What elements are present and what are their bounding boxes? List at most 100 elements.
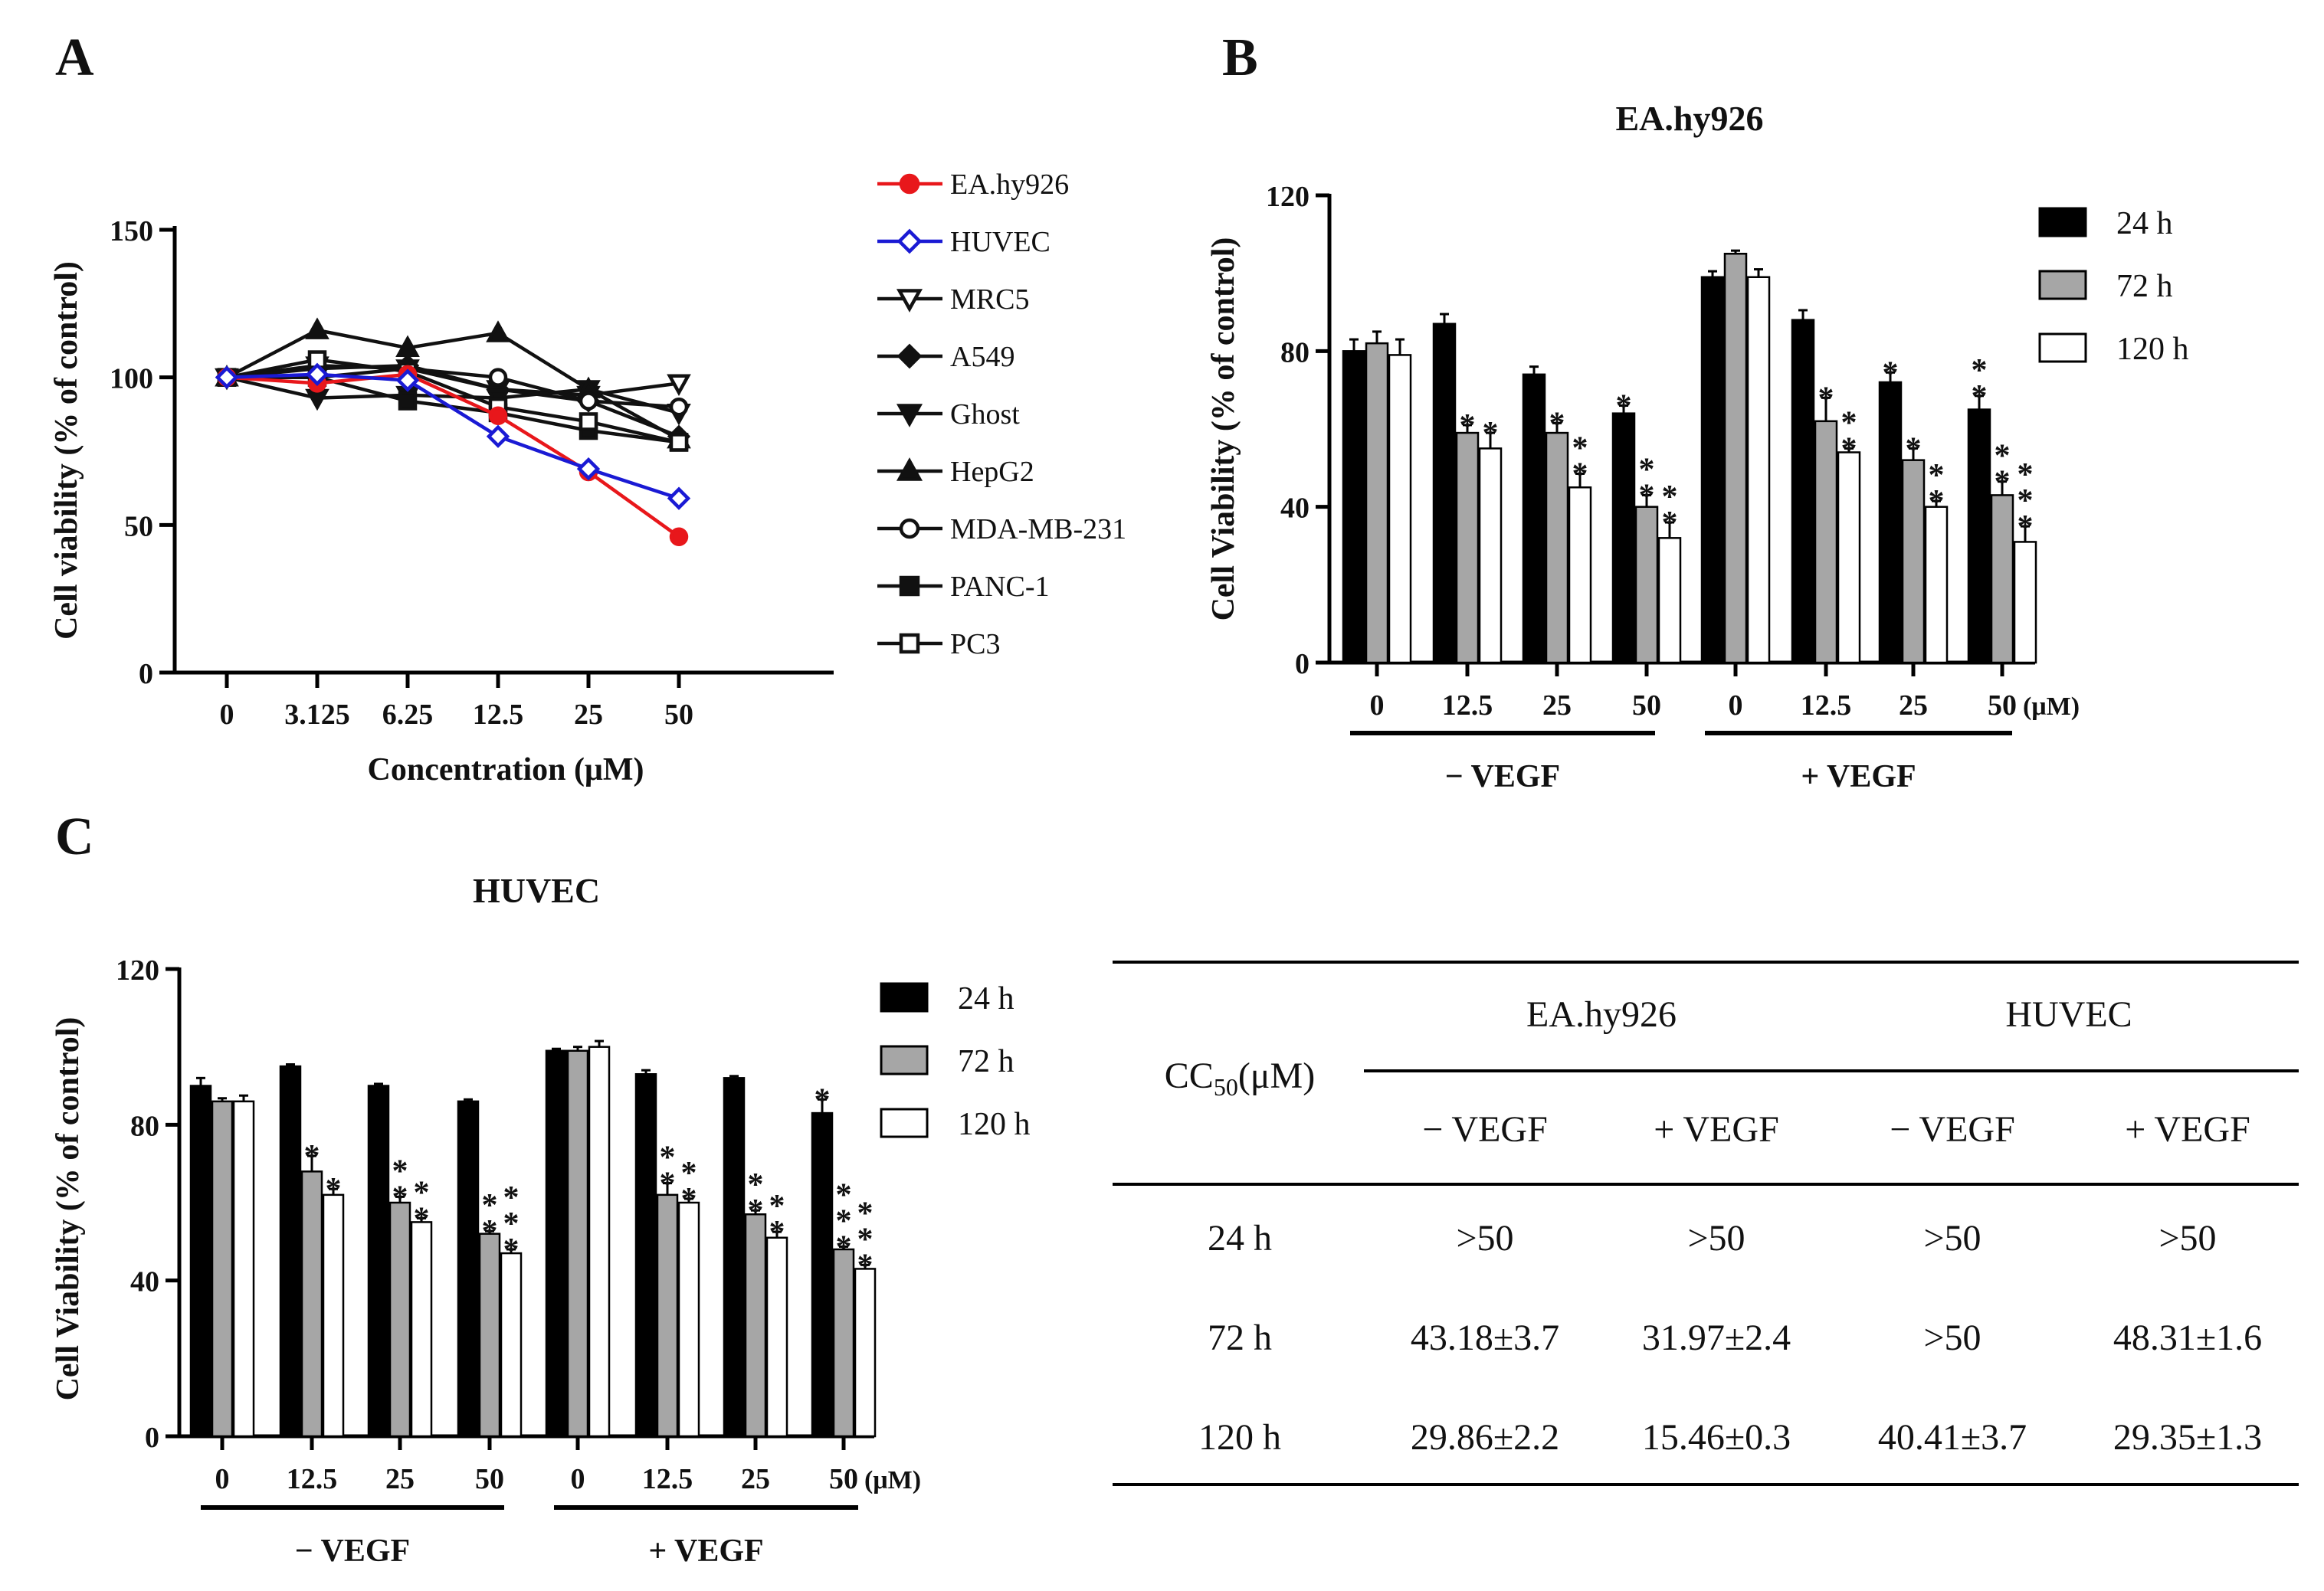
legend-marker (896, 343, 923, 369)
series-pc3 (217, 350, 689, 452)
x-tick-label: 0 (1370, 689, 1385, 722)
legend-marker (896, 404, 923, 427)
significance-stars: * (1616, 389, 1632, 424)
legend-marker (899, 518, 920, 539)
bar-72-h (656, 1193, 679, 1438)
x-unit-label: (μM) (864, 1466, 921, 1494)
bar-24-h (1700, 276, 1725, 664)
bar-24-h (367, 1085, 390, 1438)
cc50-table: CC50(μM) EA.hy926 HUVEC − VEGF + VEGF − … (1113, 961, 2299, 1486)
significance-stars: * * (482, 1188, 498, 1249)
significance-stars: * * (1841, 405, 1857, 466)
legend-marker (899, 633, 920, 654)
table-row: 24 h >50 >50 >50 >50 (1208, 1218, 2217, 1259)
legend-item-24-h: 24 h (880, 981, 1014, 1016)
significance-stars: * * (1929, 458, 1945, 519)
bar-120-h (322, 1193, 345, 1438)
bar-120-h (1924, 506, 1949, 664)
bar-24-h (545, 1049, 568, 1438)
legend-label: PC3 (950, 628, 1000, 660)
group-label: + VEGF (648, 1534, 763, 1569)
data-point-huvec (576, 457, 601, 481)
legend-label: 24 h (958, 981, 1014, 1016)
legend-label: A549 (950, 341, 1014, 373)
data-point-mrc5 (667, 374, 691, 397)
x-tick-label: 0 (220, 699, 234, 731)
chart-a-y-axis-label: Cell viability (% of control) (49, 261, 84, 640)
data-point-ea-hy926 (488, 406, 508, 426)
legend-swatch (880, 1045, 929, 1075)
x-tick-label: 25 (741, 1463, 770, 1495)
x-tick-label: 0 (1729, 689, 1743, 722)
series-line-a549 (226, 363, 680, 438)
x-tick-label: 25 (1899, 689, 1928, 722)
y-tick-label: 120 (116, 954, 159, 987)
x-tick-label: 0 (215, 1463, 230, 1495)
legend-item-huvec: HUVEC (877, 226, 1051, 258)
chart-c-title: HUVEC (473, 871, 600, 910)
chart-c: HUVEC Cell Viability (% of control) 0 40 8… (51, 871, 1031, 1569)
legend-label: HepG2 (950, 456, 1034, 488)
panel-label-a: A (55, 28, 94, 87)
significance-stars: * (1883, 355, 1899, 391)
table-cell: 29.35±1.3 (2113, 1417, 2262, 1458)
chart-a-series (215, 317, 691, 546)
table-cell-time: 120 h (1198, 1417, 1281, 1458)
legend-swatch (880, 1108, 929, 1138)
x-tick-label: 3.125 (284, 699, 350, 731)
legend-label: MRC5 (950, 283, 1029, 316)
y-tick-label: 80 (130, 1110, 159, 1142)
bar-72-h (1723, 253, 1748, 664)
series-line-hepg2 (225, 328, 680, 441)
bar-72-h (744, 1213, 767, 1438)
x-tick-label: 12.5 (642, 1463, 693, 1495)
data-point-huvec (215, 365, 239, 389)
bar-72-h (1545, 431, 1569, 664)
bar-120-h (677, 1201, 700, 1438)
legend-item-72-h: 72 h (880, 1044, 1014, 1079)
legend-label: 72 h (2116, 269, 2173, 304)
significance-stars: * * (681, 1156, 697, 1217)
legend-label: HUVEC (950, 226, 1051, 258)
significance-stars: * * (660, 1141, 676, 1202)
bar-24-h (634, 1073, 657, 1438)
bar-72-h (478, 1233, 501, 1438)
bar-120-h (500, 1252, 523, 1438)
significance-stars: * * (1572, 430, 1588, 492)
significance-stars: * * (1662, 480, 1678, 541)
data-point-pc3 (669, 433, 689, 452)
legend-item-24-h: 24 h (2038, 206, 2173, 241)
bar-24-h (279, 1065, 302, 1438)
bar-120-h (1388, 354, 1412, 664)
significance-stars: * * (769, 1189, 785, 1250)
chart-b-y-axis-label: Cell Viability (% of control) (1206, 237, 1241, 621)
table-cell: 15.46±0.3 (1642, 1417, 1791, 1458)
table-cell-time: 24 h (1208, 1218, 1272, 1259)
legend-label: EA.hy926 (950, 169, 1069, 201)
table-row: 72 h 43.18±3.7 31.97±2.4 >50 48.31±1.6 (1208, 1318, 2262, 1358)
bar-72-h (1814, 420, 1838, 664)
data-point-huvec (305, 362, 329, 386)
table-row: 120 h 29.86±2.2 15.46±0.3 40.41±3.7 29.3… (1198, 1417, 2262, 1458)
group-label: − VEGF (295, 1534, 410, 1569)
bar-72-h (300, 1170, 323, 1438)
bar-120-h (1568, 486, 1592, 664)
chart-a-x-ticks: 0 3.125 6.25 12.5 25 50 (220, 673, 693, 731)
legend-item-72-h: 72 h (2038, 269, 2173, 304)
y-tick-label: 0 (1295, 648, 1310, 680)
bar-120-h (854, 1268, 877, 1438)
x-tick-label: 12.5 (1801, 689, 1852, 722)
legend-item-120-h: 120 h (880, 1107, 1031, 1142)
table-subheader-eahy926-plus-vegf: + VEGF (1654, 1109, 1779, 1150)
bar-72-h (1990, 494, 2014, 664)
data-point-huvec (395, 368, 420, 392)
legend-label: MDA-MB-231 (950, 513, 1126, 545)
x-tick-label: 50 (475, 1463, 504, 1495)
chart-a-legend: EA.hy926 HUVEC MRC5 A549 Ghost HepG2 MDA-MB-23… (877, 169, 1126, 660)
panel-label-c: C (55, 807, 94, 866)
bar-24-h (1791, 319, 1815, 664)
significance-stars: * (1460, 408, 1476, 444)
table-cell: 48.31±1.6 (2113, 1318, 2262, 1358)
